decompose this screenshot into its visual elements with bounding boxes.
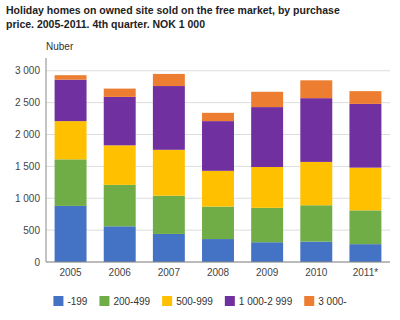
bar-segment: [55, 80, 87, 121]
bars: [55, 74, 382, 262]
y-tick-label: 1 500: [15, 161, 40, 172]
y-tick-label: 2 500: [15, 97, 40, 108]
bar-segment: [349, 91, 381, 104]
legend: -199 200-499 500-999 1 000-2 999 3 000-: [53, 296, 346, 307]
x-tick-label: 2006: [109, 267, 132, 278]
legend-swatch: [99, 296, 109, 306]
bar-segment: [104, 185, 136, 226]
bar-segment: [349, 168, 381, 211]
x-tick-label: 2011*: [353, 267, 379, 278]
legend-label: 1 000-2 999: [239, 296, 293, 307]
bar-segment: [104, 226, 136, 262]
bar-segment: [251, 92, 283, 107]
bar-segment: [153, 86, 185, 150]
x-tick-label: 2007: [158, 267, 181, 278]
bar-segment: [55, 159, 87, 206]
bar-segment: [104, 89, 136, 97]
bar-segment: [300, 205, 332, 241]
bar-segment: [251, 167, 283, 208]
bar-segment: [349, 210, 381, 244]
legend-swatch: [304, 296, 314, 306]
y-tick-label: 2 000: [15, 129, 40, 140]
bar-segment: [104, 97, 136, 145]
bar-segment: [300, 162, 332, 205]
bar-segment: [202, 239, 234, 262]
x-axis-line: [46, 262, 390, 263]
bar-segment: [349, 244, 381, 262]
x-tick-label: 2008: [207, 267, 230, 278]
legend-label: 3 000-: [318, 296, 346, 307]
y-tick-label: 3 000: [15, 65, 40, 76]
bar-segment: [202, 113, 234, 121]
y-tick-label: 500: [23, 225, 40, 236]
legend-swatch: [162, 296, 172, 306]
grid: [46, 71, 390, 262]
bar-segment: [153, 196, 185, 234]
grid-line: [46, 102, 390, 103]
bar-segment: [251, 242, 283, 262]
bar-segment: [55, 121, 87, 159]
x-tick-label: 2010: [305, 267, 328, 278]
grid-line: [46, 262, 390, 263]
legend-label: 500-999: [176, 296, 213, 307]
bar-segment: [251, 107, 283, 167]
bar-segment: [202, 171, 234, 207]
bar-segment: [300, 80, 332, 98]
subtitle: price. 2005-2011. 4th quarter. NOK 1 000: [6, 18, 205, 30]
legend-swatch: [225, 296, 235, 306]
grid-line: [46, 70, 390, 71]
bar-segment: [55, 75, 87, 79]
bar-segment: [202, 207, 234, 240]
bar-segment: [55, 206, 87, 262]
bar-segment: [349, 104, 381, 168]
chart: Holiday homes on owned site sold on the …: [0, 0, 400, 320]
bar-segment: [153, 74, 185, 86]
bar-segment: [300, 98, 332, 162]
bar-segment: [300, 242, 332, 262]
y-tick-label: 0: [34, 257, 40, 268]
bar-segment: [202, 121, 234, 171]
bar-segment: [153, 150, 185, 196]
legend-label: -199: [67, 296, 87, 307]
title: Holiday homes on owned site sold on the …: [6, 4, 340, 16]
bar-segment: [153, 234, 185, 262]
bar-segment: [251, 208, 283, 242]
legend-label: 200-499: [113, 296, 150, 307]
y-axis-label: Nuber: [46, 41, 74, 52]
bar-segment: [104, 145, 136, 185]
x-tick-label: 2005: [59, 267, 82, 278]
legend-swatch: [53, 296, 63, 306]
y-tick-label: 1 000: [15, 193, 40, 204]
x-tick-label: 2009: [256, 267, 279, 278]
y-axis-line: [46, 58, 47, 262]
